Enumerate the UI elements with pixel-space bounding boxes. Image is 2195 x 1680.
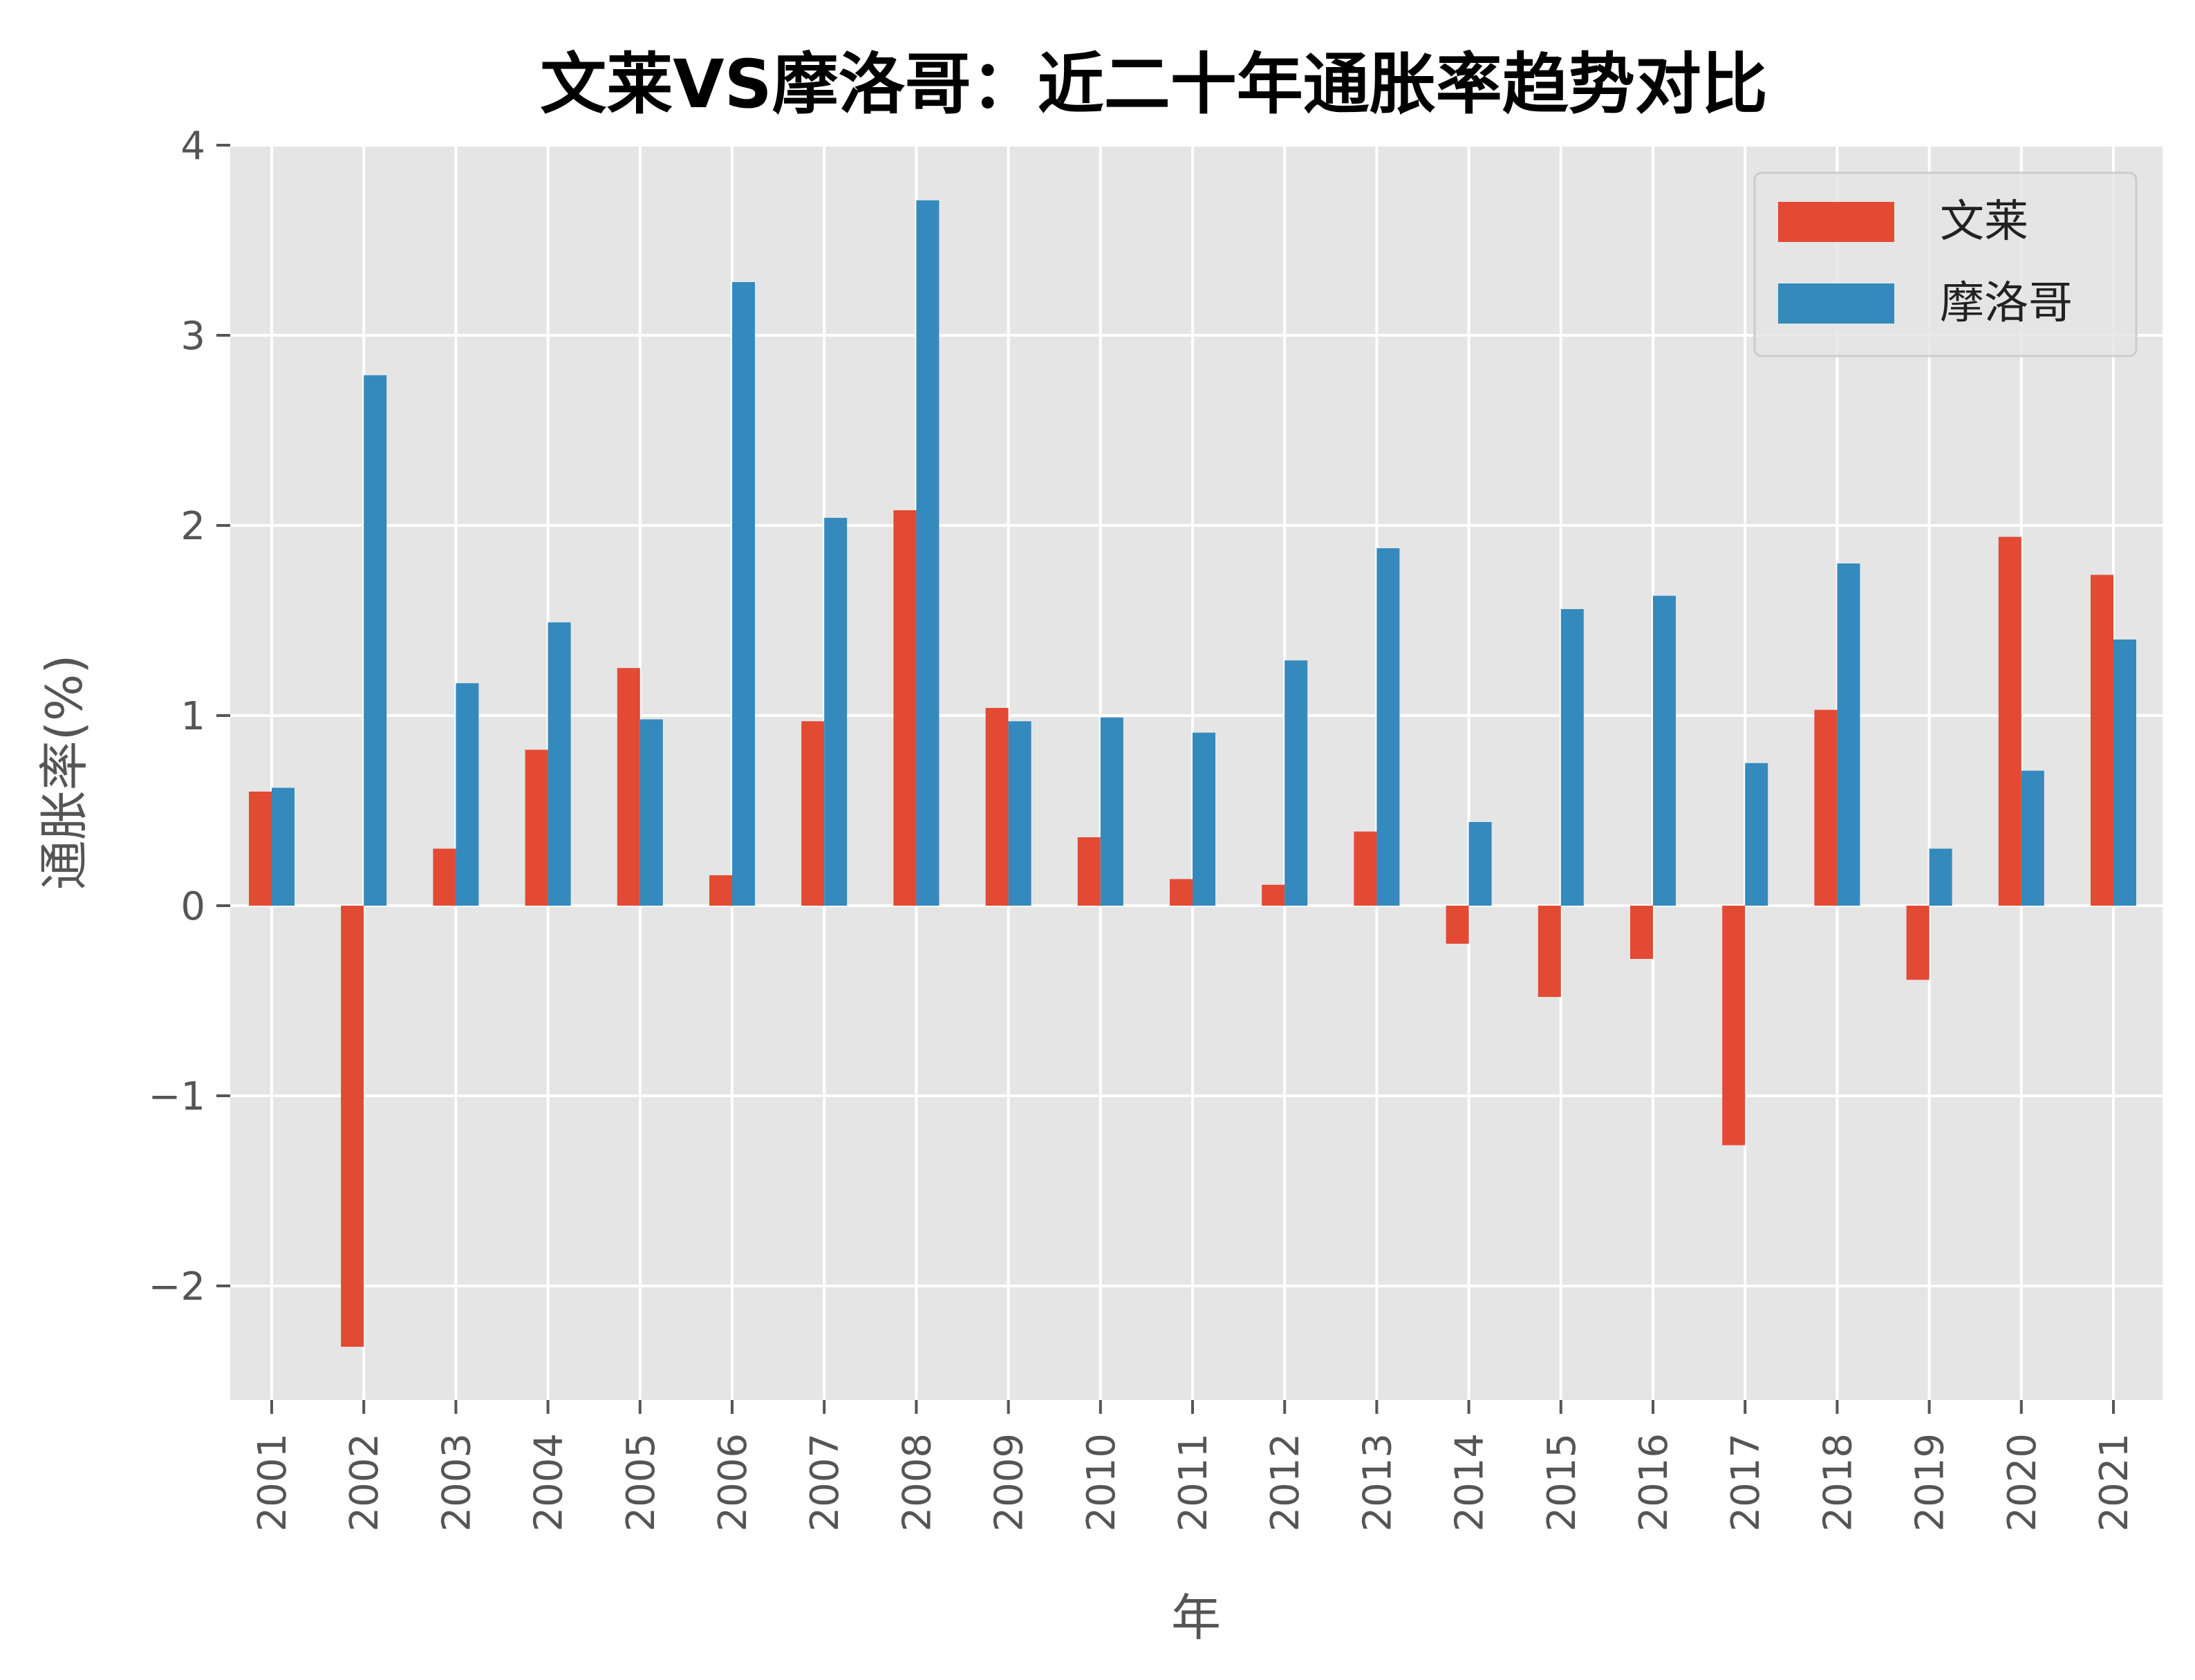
x-axis: 2001 2002 2003 2004 2005 2006 2007 2008 2009 2010… bbox=[250, 1400, 2137, 1532]
bar-series-b bbox=[1100, 717, 1123, 906]
bar-series-b bbox=[2113, 640, 2136, 906]
legend-swatch bbox=[1778, 202, 1894, 242]
bar-series-b bbox=[548, 622, 571, 906]
x-tick-label: 2009 bbox=[987, 1433, 1032, 1532]
legend-label: 摩洛哥 bbox=[1940, 278, 2073, 329]
x-tick-label: 2002 bbox=[342, 1433, 387, 1532]
x-tick-label: 2011 bbox=[1171, 1433, 1216, 1532]
bar-series-a bbox=[1446, 906, 1469, 944]
bar-series-a bbox=[525, 749, 548, 906]
x-tick-label: 2008 bbox=[895, 1433, 940, 1532]
x-tick-label: 2010 bbox=[1079, 1433, 1124, 1532]
bar-series-b bbox=[639, 719, 663, 906]
x-tick-label: 2018 bbox=[1815, 1433, 1860, 1532]
bar-series-a bbox=[433, 848, 456, 906]
bar-series-a bbox=[1722, 906, 1746, 1146]
y-tick-label: 1 bbox=[180, 694, 205, 739]
legend-swatch bbox=[1778, 283, 1894, 324]
bar-series-b bbox=[1929, 848, 1952, 906]
bar-series-b bbox=[1008, 721, 1031, 906]
bar-series-b bbox=[824, 518, 848, 906]
x-tick-label: 2012 bbox=[1263, 1433, 1308, 1532]
bar-series-b bbox=[1468, 822, 1492, 906]
x-tick-label: 2015 bbox=[1540, 1433, 1585, 1532]
bar-series-b bbox=[2021, 770, 2044, 906]
bar-series-a bbox=[1906, 906, 1930, 980]
y-tick-label: −2 bbox=[148, 1264, 205, 1309]
bar-series-a bbox=[709, 875, 732, 906]
bar-series-b bbox=[456, 683, 479, 906]
bar-series-b bbox=[1653, 595, 1676, 906]
bar-series-a bbox=[1998, 536, 2021, 906]
bar-series-b bbox=[1560, 609, 1584, 906]
x-tick-label: 2007 bbox=[803, 1433, 848, 1532]
y-axis-label: 通胀率(%) bbox=[35, 655, 93, 890]
bar-series-a bbox=[1262, 884, 1285, 906]
bar-series-b bbox=[1745, 763, 1768, 906]
x-tick-label: 2014 bbox=[1448, 1433, 1493, 1532]
bar-series-b bbox=[272, 787, 295, 906]
bar-series-a bbox=[617, 668, 640, 906]
bar-series-a bbox=[893, 510, 917, 906]
x-tick-label: 2019 bbox=[1908, 1433, 1953, 1532]
y-axis: −2 −1 0 1 2 3 4 bbox=[148, 124, 230, 1309]
bar-series-a bbox=[341, 906, 364, 1347]
x-tick-label: 2013 bbox=[1355, 1433, 1400, 1532]
chart-title: 文莱VS摩洛哥：近二十年通胀率趋势对比 bbox=[540, 46, 1767, 123]
x-tick-label: 2001 bbox=[250, 1433, 295, 1532]
bar-series-a bbox=[1814, 709, 1838, 906]
bar-series-b bbox=[1837, 563, 1860, 906]
bar-series-a bbox=[1354, 831, 1377, 906]
bar-series-a bbox=[1077, 837, 1101, 906]
x-tick-label: 2017 bbox=[1724, 1433, 1768, 1532]
y-tick-label: 0 bbox=[180, 884, 205, 929]
x-tick-label: 2021 bbox=[2092, 1433, 2137, 1532]
y-tick-label: 4 bbox=[180, 124, 205, 169]
bar-series-a bbox=[1538, 906, 1561, 997]
bar-series-b bbox=[1285, 660, 1308, 906]
bar-series-a bbox=[985, 708, 1009, 906]
bar-series-a bbox=[249, 792, 272, 906]
x-tick-label: 2004 bbox=[527, 1433, 572, 1532]
bar-series-a bbox=[1630, 906, 1653, 959]
x-tick-label: 2006 bbox=[711, 1433, 756, 1532]
x-tick-label: 2016 bbox=[1632, 1433, 1676, 1532]
y-tick-label: −1 bbox=[148, 1074, 205, 1119]
bar-series-b bbox=[1376, 548, 1400, 906]
bar-series-a bbox=[2091, 575, 2113, 906]
y-tick-label: 3 bbox=[180, 314, 205, 359]
bar-series-a bbox=[1170, 879, 1193, 906]
legend-label: 文莱 bbox=[1940, 196, 2028, 248]
x-tick-label: 2003 bbox=[434, 1433, 479, 1532]
y-tick-label: 2 bbox=[180, 504, 205, 549]
bar-series-b bbox=[1193, 732, 1215, 906]
bar-series-b bbox=[732, 282, 755, 906]
bar-series-a bbox=[801, 721, 825, 906]
bar-series-b bbox=[364, 375, 387, 906]
x-tick-label: 2020 bbox=[2000, 1433, 2045, 1532]
bars bbox=[249, 200, 2136, 1347]
x-axis-label: 年 bbox=[1171, 1589, 1221, 1647]
x-tick-label: 2005 bbox=[619, 1433, 664, 1532]
bar-series-b bbox=[916, 200, 940, 906]
